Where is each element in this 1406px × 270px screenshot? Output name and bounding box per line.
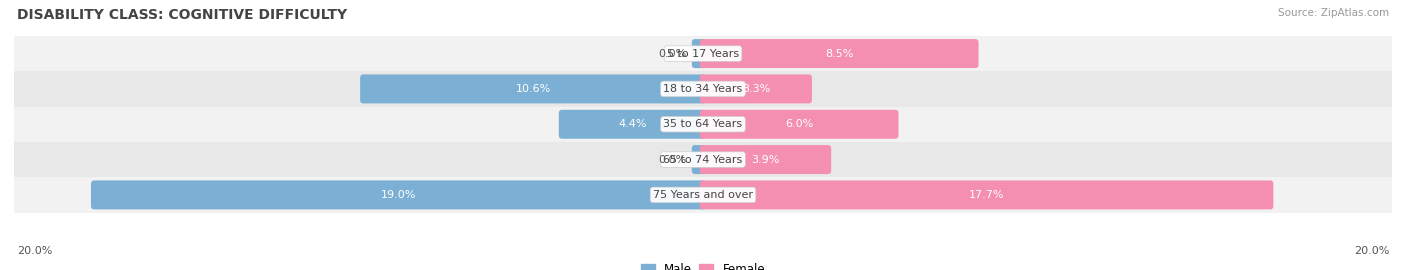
Text: 18 to 34 Years: 18 to 34 Years [664,84,742,94]
Text: 6.0%: 6.0% [785,119,813,129]
Bar [14,142,1392,177]
Text: 75 Years and over: 75 Years and over [652,190,754,200]
Text: 35 to 64 Years: 35 to 64 Years [664,119,742,129]
Bar [14,177,1392,212]
Text: 20.0%: 20.0% [17,247,52,256]
Text: 0.0%: 0.0% [659,155,688,165]
FancyBboxPatch shape [91,180,706,210]
FancyBboxPatch shape [700,110,898,139]
Bar [14,107,1392,142]
Text: 3.9%: 3.9% [751,155,780,165]
FancyBboxPatch shape [558,110,706,139]
FancyBboxPatch shape [692,39,706,68]
Text: 19.0%: 19.0% [381,190,416,200]
FancyBboxPatch shape [700,75,811,103]
Bar [14,71,1392,107]
Text: 4.4%: 4.4% [619,119,647,129]
FancyBboxPatch shape [700,39,979,68]
FancyBboxPatch shape [692,145,706,174]
Text: 8.5%: 8.5% [825,49,853,59]
Bar [14,36,1392,71]
Text: 65 to 74 Years: 65 to 74 Years [664,155,742,165]
Text: 0.0%: 0.0% [659,49,688,59]
Text: DISABILITY CLASS: COGNITIVE DIFFICULTY: DISABILITY CLASS: COGNITIVE DIFFICULTY [17,8,347,22]
FancyBboxPatch shape [360,75,706,103]
FancyBboxPatch shape [700,145,831,174]
Text: Source: ZipAtlas.com: Source: ZipAtlas.com [1278,8,1389,18]
Legend: Male, Female: Male, Female [641,263,765,270]
Text: 5 to 17 Years: 5 to 17 Years [666,49,740,59]
Text: 10.6%: 10.6% [516,84,551,94]
Text: 3.3%: 3.3% [742,84,770,94]
Text: 20.0%: 20.0% [1354,247,1389,256]
FancyBboxPatch shape [700,180,1274,210]
Text: 17.7%: 17.7% [969,190,1004,200]
